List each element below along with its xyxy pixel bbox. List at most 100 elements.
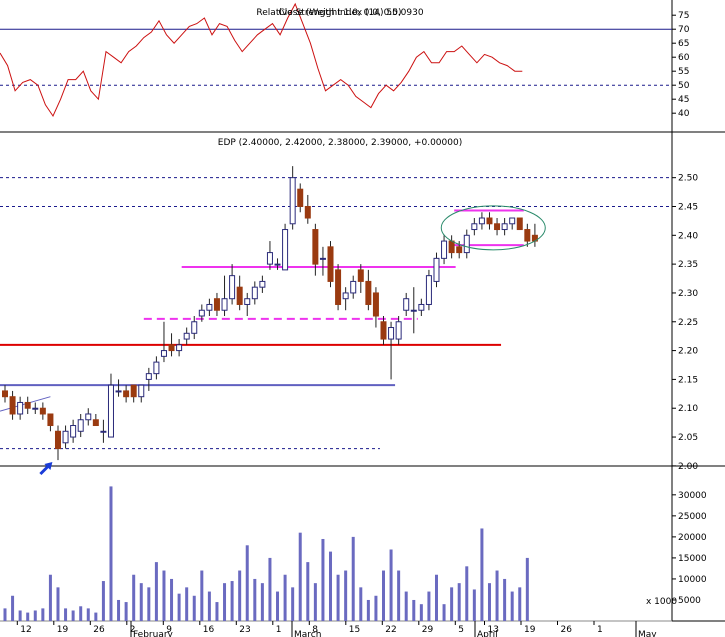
price-tick-label: 2.45 <box>678 202 698 212</box>
candle-body <box>176 344 183 352</box>
candle-body <box>372 292 379 317</box>
candle-body <box>183 332 190 340</box>
candle-body <box>463 234 470 254</box>
rsi-tick-label: 60 <box>678 53 690 63</box>
x-tick-label: 19 <box>57 625 69 635</box>
x-tick-label: 26 <box>93 625 105 635</box>
volume-bar <box>18 610 22 621</box>
volume-bar <box>109 486 113 621</box>
volume-bar <box>94 612 98 621</box>
volume-bar <box>48 574 52 621</box>
candle-body <box>335 269 342 305</box>
candle-body <box>85 413 92 421</box>
candle-body <box>191 321 198 334</box>
month-label: February <box>133 630 174 637</box>
x-tick-label: 22 <box>385 625 396 635</box>
candle-body <box>516 217 523 231</box>
volume-bar <box>207 591 211 621</box>
x-tick-label: 26 <box>561 625 573 635</box>
volume-bar <box>329 551 333 621</box>
volume-bar <box>382 570 385 621</box>
volume-bar <box>457 583 461 621</box>
x-tick-label: 19 <box>524 625 536 635</box>
candle-body <box>448 240 455 254</box>
candle-body <box>130 384 137 398</box>
volume-bar <box>132 574 136 621</box>
candle-body <box>456 246 463 254</box>
rsi-close-title: Close (Weight 1.0, 0.0, 0.0) <box>279 8 402 18</box>
month-label: April <box>477 630 498 637</box>
candle-body <box>236 286 243 305</box>
candle-body <box>380 321 387 340</box>
rsi-tick-label: 70 <box>678 25 690 35</box>
candle-body <box>107 384 114 438</box>
candle-body <box>274 263 281 266</box>
candle-body <box>282 229 289 271</box>
x-tick-label: 23 <box>239 625 250 635</box>
x-tick-label: 12 <box>20 625 31 635</box>
price-tick-label: 2.25 <box>678 318 698 328</box>
candle-body <box>327 246 334 282</box>
candle-body <box>501 223 508 231</box>
volume-bar <box>101 581 105 621</box>
rsi-tick-label: 40 <box>678 109 690 119</box>
candle-body <box>259 280 266 288</box>
volume-bar <box>200 570 204 621</box>
price-tick-label: 2.00 <box>678 462 698 472</box>
candle-body <box>486 217 493 225</box>
volume-bar <box>276 591 280 621</box>
volume-bar <box>268 557 272 621</box>
volume-bar <box>260 583 264 621</box>
candle-body <box>478 217 485 225</box>
volume-bar <box>503 578 507 621</box>
rsi-line <box>0 2 523 118</box>
candle-body <box>494 223 501 231</box>
candle-body <box>62 430 69 444</box>
price-tick-label: 2.40 <box>678 231 698 241</box>
volume-bar <box>313 583 317 621</box>
volume-bar <box>510 591 514 621</box>
x-tick-label: 5 <box>458 625 464 635</box>
x-tick-label: 1 <box>276 625 282 635</box>
candle-body <box>251 286 258 300</box>
price-tick-label: 2.30 <box>678 289 698 299</box>
price-tick-label: 2.35 <box>678 260 698 270</box>
volume-bar <box>41 608 45 621</box>
volume-bar <box>170 578 174 621</box>
volume-bar <box>351 536 355 621</box>
volume-bar <box>419 604 423 621</box>
candle-body <box>297 188 304 207</box>
month-label: March <box>294 630 321 637</box>
volume-bar <box>223 583 227 621</box>
volume-bar <box>79 606 83 621</box>
rsi-tick-label: 65 <box>678 39 689 49</box>
volume-bar <box>117 599 121 621</box>
candle-body <box>47 413 54 427</box>
volume-bar <box>245 545 249 621</box>
candle-body <box>221 298 228 311</box>
candle-body <box>388 327 395 340</box>
volume-tick-label: 5000 <box>678 596 701 606</box>
volume-bar <box>154 562 158 621</box>
x-tick-label: 15 <box>349 625 360 635</box>
volume-bar <box>86 608 90 621</box>
candle-body <box>32 407 39 410</box>
volume-bar <box>185 587 189 621</box>
volume-bar <box>450 587 454 621</box>
candle-body <box>319 257 326 260</box>
volume-bar <box>139 583 143 621</box>
candle-body <box>70 425 77 438</box>
volume-tick-label: 15000 <box>678 554 707 564</box>
volume-bar <box>480 528 484 621</box>
volume-bar <box>306 562 310 621</box>
volume-bar <box>487 583 491 621</box>
volume-bar <box>465 566 469 621</box>
arrow-shaft <box>39 464 50 476</box>
rsi-tick-label: 55 <box>678 67 689 77</box>
candle-body <box>54 430 61 450</box>
volume-bar <box>404 591 408 621</box>
volume-tick-label: 25000 <box>678 512 707 522</box>
volume-bar <box>321 538 325 621</box>
volume-bar <box>359 587 363 621</box>
volume-bar <box>434 574 438 621</box>
